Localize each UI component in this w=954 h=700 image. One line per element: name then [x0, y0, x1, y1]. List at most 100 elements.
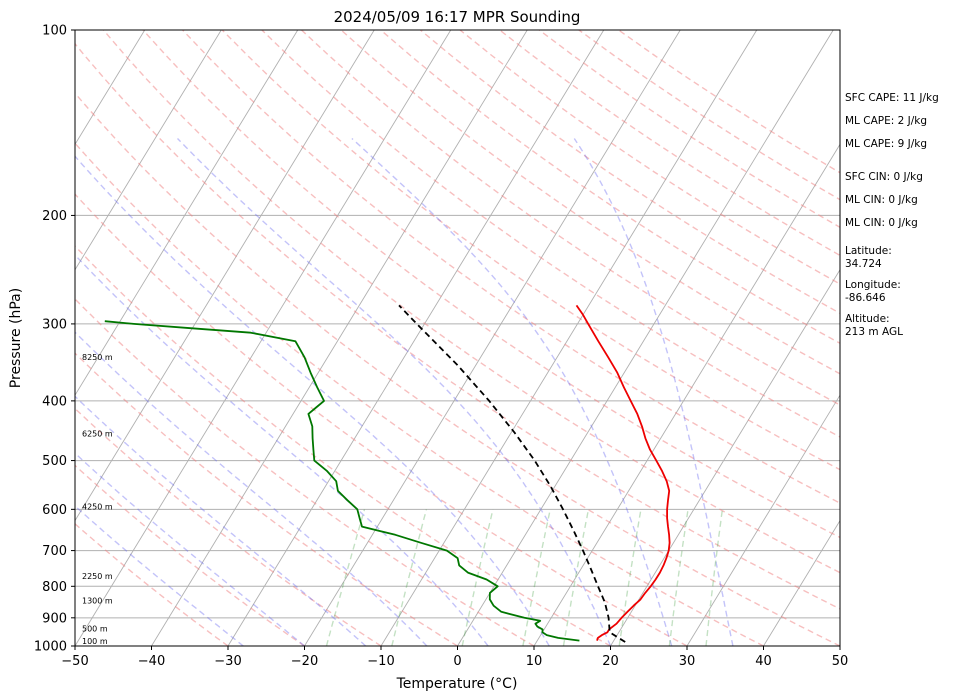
dry-adiabat — [75, 298, 535, 646]
x-tick-label: −30 — [214, 654, 241, 669]
isotherm — [75, 30, 222, 271]
dry-adiabat — [301, 30, 840, 406]
isotherm — [380, 30, 758, 646]
y-tick-label: 100 — [42, 24, 67, 39]
sfc-cape-text: SFC CAPE: 11 J/kg — [845, 92, 939, 104]
dry-adiabat — [75, 464, 305, 646]
latitude-label: Latitude: — [845, 245, 892, 257]
chart-title: 2024/05/09 16:17 MPR Sounding — [334, 8, 581, 26]
isotherm — [75, 30, 452, 646]
altitude-value: 213 m AGL — [845, 326, 903, 338]
y-tick-label: 700 — [42, 544, 67, 559]
latitude-value: 34.724 — [845, 258, 882, 270]
x-tick-label: 40 — [755, 654, 772, 669]
isotherm — [686, 394, 840, 646]
mixing-ratio-line — [325, 509, 366, 646]
y-tick-label: 900 — [42, 611, 67, 626]
isotherm — [75, 30, 299, 397]
height-label: 8250 m — [82, 353, 113, 362]
moist-adiabat — [75, 505, 244, 646]
y-tick-label: 500 — [42, 454, 67, 469]
moist-adiabat — [75, 155, 550, 646]
x-tick-label: 10 — [526, 654, 543, 669]
height-label: 1300 m — [82, 597, 113, 606]
mixing-ratio-line — [391, 509, 428, 646]
isotherm — [763, 519, 840, 646]
mu-cin-text: ML CIN: 0 J/kg — [845, 217, 918, 229]
temperature-line — [575, 304, 671, 641]
y-tick-label: 600 — [42, 503, 67, 518]
isotherm — [75, 30, 146, 146]
x-tick-label: 30 — [679, 654, 696, 669]
moist-adiabat — [75, 452, 305, 646]
isotherm — [610, 268, 840, 646]
isotherm — [75, 30, 375, 522]
dry-adiabat — [102, 30, 840, 574]
x-tick-label: −20 — [291, 654, 318, 669]
height-label: 500 m — [82, 625, 108, 634]
mixing-ratio-line — [618, 509, 642, 646]
mixing-ratio-line — [668, 509, 689, 646]
height-labels: 100 m 500 m 1300 m 2250 m 4250 m 6250 m 8250 m — [82, 353, 113, 646]
dry-adiabat — [75, 92, 840, 646]
isotherm — [227, 30, 605, 646]
height-label: 100 m — [82, 637, 108, 646]
dry-adiabat — [75, 193, 688, 646]
moist-adiabat — [75, 253, 489, 646]
longitude-label: Longitude: — [845, 279, 901, 291]
x-tick-label: 50 — [832, 654, 849, 669]
parcel-line — [398, 304, 626, 643]
mixing-ratio-line — [522, 509, 551, 646]
y-tick-label: 1000 — [34, 640, 67, 655]
isotherm — [457, 30, 834, 646]
stats-panel: SFC CAPE: 11 J/kg ML CAPE: 2 J/kg ML CAP… — [845, 92, 953, 339]
dry-adiabat — [75, 352, 458, 646]
moist-adiabat — [75, 331, 428, 646]
dry-adiabat — [75, 42, 840, 610]
series-group — [104, 304, 671, 643]
isotherm — [151, 30, 528, 646]
moist-adiabat — [573, 138, 734, 646]
dry-adiabat — [75, 407, 382, 646]
mixing-ratio-line — [562, 509, 590, 646]
x-tick-label: 0 — [453, 654, 461, 669]
height-label: 4250 m — [82, 503, 113, 512]
y-tick-label: 800 — [42, 580, 67, 595]
sfc-cin-text: SFC CIN: 0 J/kg — [845, 171, 923, 183]
dry-adiabat — [261, 30, 840, 438]
ml-cape-text: ML CAPE: 2 J/kg — [845, 115, 928, 127]
mu-cape-text: ML CAPE: 9 J/kg — [845, 138, 928, 150]
mixing-ratio-line — [461, 509, 494, 646]
moist-adiabat — [75, 395, 367, 646]
x-tick-label: −50 — [61, 654, 88, 669]
x-axis-title: Temperature (°C) — [396, 676, 518, 692]
dry-adiabat — [142, 30, 840, 539]
moist-adiabat — [351, 137, 673, 646]
longitude-value: -86.646 — [845, 292, 886, 304]
x-tick-label: 20 — [602, 654, 619, 669]
dry-adiabat — [182, 30, 840, 504]
x-tick-label: −10 — [367, 654, 394, 669]
dry-adiabat — [419, 30, 840, 315]
isotherm — [304, 30, 681, 646]
y-axis-title: Pressure (hPa) — [8, 288, 24, 388]
altitude-label: Altitude: — [845, 313, 890, 325]
dry-adiabat — [75, 522, 229, 646]
dry-adiabat — [459, 30, 840, 285]
y-tick-label: 300 — [42, 317, 67, 332]
y-tick-label: 200 — [42, 209, 67, 224]
y-tick-label: 400 — [42, 394, 67, 409]
dewpoint-line — [104, 320, 580, 642]
moist-adiabat — [176, 138, 612, 646]
dry-adiabat — [75, 142, 764, 646]
x-tick-label: −40 — [138, 654, 165, 669]
ml-cin-text: ML CIN: 0 J/kg — [845, 194, 918, 206]
height-label: 2250 m — [82, 572, 113, 581]
isotherm — [533, 143, 840, 646]
dry-adiabat — [75, 245, 611, 646]
dry-adiabat — [221, 30, 840, 471]
background-lines — [75, 30, 840, 646]
